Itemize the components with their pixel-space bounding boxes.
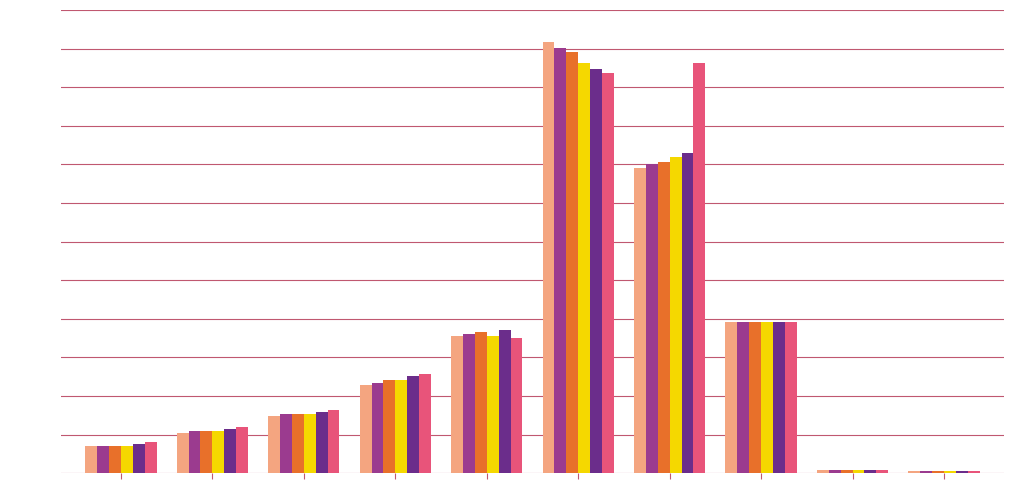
Bar: [499, 330, 511, 473]
Bar: [328, 410, 340, 473]
Bar: [828, 470, 841, 473]
Bar: [956, 472, 968, 473]
Bar: [841, 470, 853, 473]
Bar: [177, 433, 188, 473]
Bar: [188, 431, 201, 473]
Bar: [579, 63, 590, 473]
Bar: [419, 374, 431, 473]
Bar: [315, 412, 328, 473]
Bar: [237, 427, 248, 473]
Bar: [486, 336, 499, 473]
Bar: [590, 69, 602, 473]
Bar: [133, 444, 144, 473]
Bar: [201, 431, 212, 473]
Bar: [646, 164, 657, 473]
Bar: [121, 446, 133, 473]
Bar: [359, 384, 372, 473]
Bar: [864, 470, 877, 473]
Bar: [944, 472, 956, 473]
Bar: [463, 334, 475, 473]
Bar: [292, 414, 304, 473]
Bar: [773, 322, 785, 473]
Bar: [725, 322, 737, 473]
Bar: [908, 472, 921, 473]
Bar: [921, 472, 932, 473]
Bar: [109, 446, 121, 473]
Bar: [634, 168, 646, 473]
Bar: [817, 470, 828, 473]
Bar: [682, 153, 693, 473]
Bar: [383, 380, 395, 473]
Bar: [750, 322, 761, 473]
Bar: [737, 322, 750, 473]
Bar: [853, 470, 864, 473]
Bar: [543, 41, 554, 473]
Bar: [602, 73, 613, 473]
Bar: [408, 376, 419, 473]
Bar: [475, 332, 486, 473]
Bar: [670, 157, 682, 473]
Bar: [693, 63, 706, 473]
Bar: [554, 48, 566, 473]
Bar: [268, 416, 280, 473]
Bar: [968, 472, 980, 473]
Bar: [566, 52, 579, 473]
Bar: [212, 431, 224, 473]
Bar: [932, 472, 944, 473]
Bar: [877, 470, 888, 473]
Bar: [224, 429, 237, 473]
Bar: [97, 446, 109, 473]
Bar: [372, 382, 383, 473]
Bar: [280, 414, 292, 473]
Bar: [511, 338, 522, 473]
Bar: [785, 322, 797, 473]
Bar: [452, 336, 463, 473]
Bar: [304, 414, 315, 473]
Bar: [761, 322, 773, 473]
Bar: [395, 380, 408, 473]
Bar: [657, 161, 670, 473]
Bar: [85, 446, 97, 473]
Bar: [144, 442, 157, 473]
